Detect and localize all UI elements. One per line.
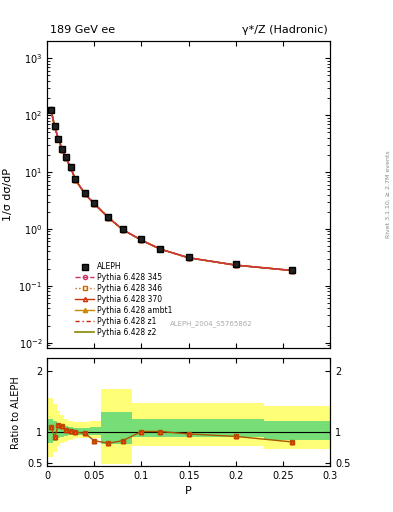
Legend: ALEPH, Pythia 6.428 345, Pythia 6.428 346, Pythia 6.428 370, Pythia 6.428 ambt1,: ALEPH, Pythia 6.428 345, Pythia 6.428 34…: [73, 261, 174, 338]
Y-axis label: Ratio to ALEPH: Ratio to ALEPH: [11, 376, 21, 449]
X-axis label: P: P: [185, 486, 192, 496]
Y-axis label: 1/σ dσ/dP: 1/σ dσ/dP: [3, 168, 13, 221]
Text: Rivet 3.1.10, ≥ 2.7M events: Rivet 3.1.10, ≥ 2.7M events: [386, 151, 391, 239]
Text: γ*/Z (Hadronic): γ*/Z (Hadronic): [242, 25, 327, 35]
Text: ALEPH_2004_S5765862: ALEPH_2004_S5765862: [170, 320, 253, 327]
Text: 189 GeV ee: 189 GeV ee: [50, 25, 115, 35]
